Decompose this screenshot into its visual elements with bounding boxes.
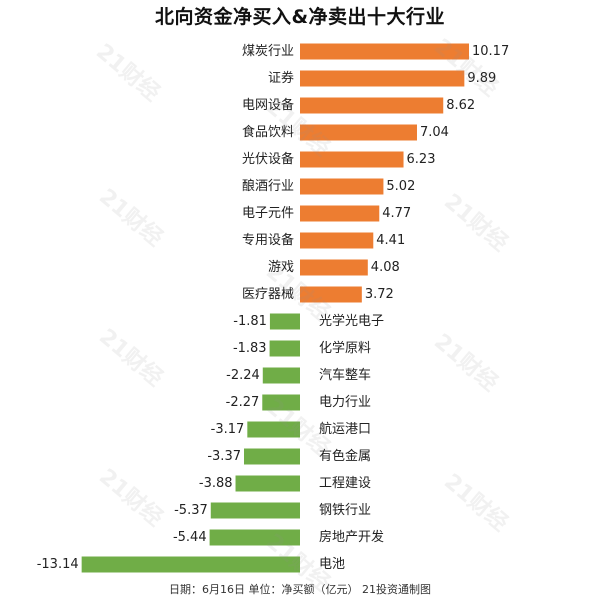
data-label: 4.08 — [371, 260, 400, 275]
category-label: 光伏设备 — [242, 151, 294, 167]
category-label: 煤炭行业 — [242, 44, 294, 59]
bar — [300, 232, 374, 249]
chart-title: 北向资金净买入&净卖出十大行业 — [154, 6, 446, 28]
bar — [262, 367, 300, 384]
category-label: 汽车整车 — [319, 367, 371, 383]
category-label: 化学原料 — [319, 340, 371, 356]
bar — [269, 340, 300, 357]
category-label: 电网设备 — [242, 97, 294, 113]
data-label: -1.81 — [233, 314, 267, 329]
chart-footer: 日期：6月16日 单位：净买额（亿元） 21投资通制图 — [169, 583, 431, 596]
data-label: 7.04 — [420, 125, 449, 140]
data-label: 6.23 — [407, 152, 436, 167]
category-label: 电力行业 — [319, 395, 371, 410]
bar — [300, 124, 417, 141]
category-label: 电子元件 — [242, 206, 294, 221]
bar — [247, 421, 300, 438]
category-label: 航运港口 — [319, 421, 371, 437]
data-label: -1.83 — [233, 341, 267, 356]
data-label: 4.41 — [376, 233, 405, 248]
data-label: -2.27 — [226, 395, 260, 410]
category-label: 光学光电子 — [319, 313, 384, 329]
data-label: -5.37 — [174, 503, 208, 518]
bar — [300, 43, 469, 60]
data-label: -3.17 — [211, 422, 245, 437]
data-label: 10.17 — [472, 44, 509, 59]
data-label: 8.62 — [446, 98, 475, 113]
category-label: 医疗器械 — [242, 287, 294, 302]
data-label: 4.77 — [382, 206, 411, 221]
category-label: 房地产开发 — [319, 529, 384, 545]
category-label: 食品饮料 — [242, 124, 294, 140]
bar — [243, 448, 300, 465]
category-label: 专用设备 — [242, 232, 294, 248]
data-label: -13.14 — [37, 557, 79, 572]
category-label: 酿酒行业 — [242, 178, 294, 194]
bar — [300, 259, 368, 276]
bar — [269, 313, 300, 330]
bar — [81, 556, 300, 573]
category-label: 电池 — [319, 557, 345, 572]
category-label: 钢铁行业 — [319, 503, 371, 518]
category-label: 游戏 — [268, 260, 294, 275]
bar — [300, 205, 380, 222]
bar — [262, 394, 300, 411]
category-label: 有色金属 — [319, 448, 371, 464]
data-label: -5.44 — [173, 530, 207, 545]
category-label: 证券 — [268, 70, 294, 86]
data-label: 9.89 — [467, 71, 496, 86]
bar — [300, 97, 444, 114]
bar — [210, 502, 300, 519]
data-label: 3.72 — [365, 287, 394, 302]
bar — [300, 178, 384, 195]
data-label: -3.88 — [199, 476, 233, 491]
data-label: 5.02 — [386, 179, 415, 194]
bar — [300, 70, 465, 87]
data-label: -2.24 — [226, 368, 260, 383]
category-label: 工程建设 — [319, 476, 371, 491]
bar — [235, 475, 300, 492]
bar — [209, 529, 300, 546]
bar — [300, 286, 362, 303]
bar — [300, 151, 404, 168]
data-label: -3.37 — [207, 449, 241, 464]
